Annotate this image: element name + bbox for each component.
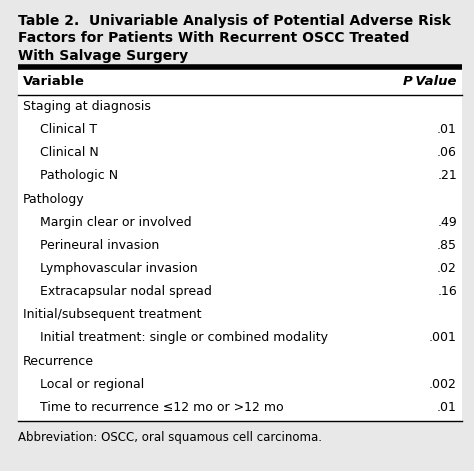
Text: Table 2.  Univariable Analysis of Potential Adverse Risk: Table 2. Univariable Analysis of Potenti… — [18, 14, 451, 28]
Text: .21: .21 — [437, 170, 457, 182]
Text: .01: .01 — [437, 123, 457, 136]
Text: .01: .01 — [437, 401, 457, 414]
Text: Extracapsular nodal spread: Extracapsular nodal spread — [40, 285, 212, 298]
Text: Clinical N: Clinical N — [40, 146, 99, 159]
Text: Abbreviation: OSCC, oral squamous cell carcinoma.: Abbreviation: OSCC, oral squamous cell c… — [18, 431, 322, 444]
Text: P Value: P Value — [403, 75, 457, 89]
Text: .06: .06 — [437, 146, 457, 159]
Text: Staging at diagnosis: Staging at diagnosis — [23, 100, 151, 113]
Text: Perineural invasion: Perineural invasion — [40, 239, 159, 252]
Text: .16: .16 — [437, 285, 457, 298]
Text: Time to recurrence ≤12 mo or >12 mo: Time to recurrence ≤12 mo or >12 mo — [40, 401, 283, 414]
Text: .49: .49 — [437, 216, 457, 229]
Text: .001: .001 — [429, 332, 457, 344]
Text: Factors for Patients With Recurrent OSCC Treated: Factors for Patients With Recurrent OSCC… — [18, 32, 410, 46]
Text: .85: .85 — [437, 239, 457, 252]
Text: Variable: Variable — [23, 75, 85, 89]
Text: Margin clear or involved: Margin clear or involved — [40, 216, 191, 229]
Text: Local or regional: Local or regional — [40, 378, 144, 391]
Text: Initial/subsequent treatment: Initial/subsequent treatment — [23, 309, 201, 321]
Text: Pathology: Pathology — [23, 193, 85, 206]
Bar — [18, 67, 462, 421]
Text: With Salvage Surgery: With Salvage Surgery — [18, 49, 188, 63]
Text: .002: .002 — [429, 378, 457, 391]
Text: Initial treatment: single or combined modality: Initial treatment: single or combined mo… — [40, 332, 328, 344]
Text: Lymphovascular invasion: Lymphovascular invasion — [40, 262, 198, 275]
Text: .02: .02 — [437, 262, 457, 275]
Text: Pathologic N: Pathologic N — [40, 170, 118, 182]
Text: Recurrence: Recurrence — [23, 355, 94, 368]
Text: Clinical T: Clinical T — [40, 123, 97, 136]
